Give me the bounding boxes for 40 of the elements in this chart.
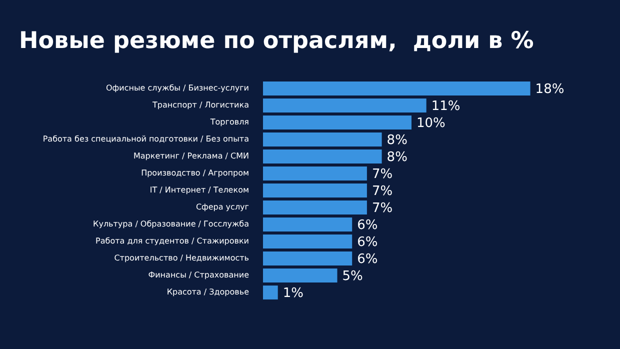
data-label: 8%	[386, 150, 408, 165]
data-label: 1%	[282, 286, 304, 301]
bar	[263, 166, 367, 180]
data-label: 7%	[372, 184, 393, 199]
y-tick-label: Работа без специальной подготовки / Без опыта	[42, 134, 250, 144]
bar	[263, 286, 278, 300]
y-tick-label: Офисные службы / Бизнес-услуги	[106, 84, 249, 93]
data-label: 7%	[372, 166, 393, 182]
data-label: 5%	[342, 268, 363, 284]
y-tick-label: Торговля	[209, 118, 250, 127]
bar	[263, 218, 352, 232]
bar	[263, 184, 367, 198]
data-label: 6%	[357, 234, 378, 250]
y-tick-label: Финансы / Страхование	[148, 270, 250, 280]
data-label: 6%	[357, 218, 378, 233]
data-label: 8%	[386, 132, 408, 148]
y-tick-label: IT / Интернет / Телеком	[150, 186, 249, 195]
data-label: 11%	[431, 98, 460, 114]
bar	[263, 200, 367, 214]
data-label: 7%	[372, 200, 393, 216]
bar	[263, 132, 382, 146]
y-tick-label: Культура / Образование / Госслужба	[93, 220, 250, 229]
data-label: 6%	[357, 252, 378, 267]
bar	[263, 82, 530, 96]
bar	[263, 116, 412, 130]
data-label: 10%	[416, 116, 446, 131]
bar	[263, 234, 352, 248]
bar	[263, 150, 382, 164]
y-tick-label: Сфера услуг	[196, 202, 249, 212]
bar	[263, 98, 426, 112]
y-tick-label: Строительство / Недвижимость	[114, 254, 250, 263]
y-tick-label: Работа для студентов / Стажировки	[96, 236, 249, 246]
y-tick-label: Красота / Здоровье	[166, 288, 250, 297]
y-tick-label: Маркетинг / Реклама / СМИ	[134, 152, 250, 161]
chart-title: Новые резюме по отраслям, доли в %	[19, 28, 534, 54]
bar	[263, 268, 338, 282]
bar	[263, 252, 352, 266]
data-label: 18%	[535, 82, 564, 97]
y-tick-label: Транспорт / Логистика	[152, 100, 250, 110]
y-tick-label: Производство / Агропром	[141, 168, 249, 178]
